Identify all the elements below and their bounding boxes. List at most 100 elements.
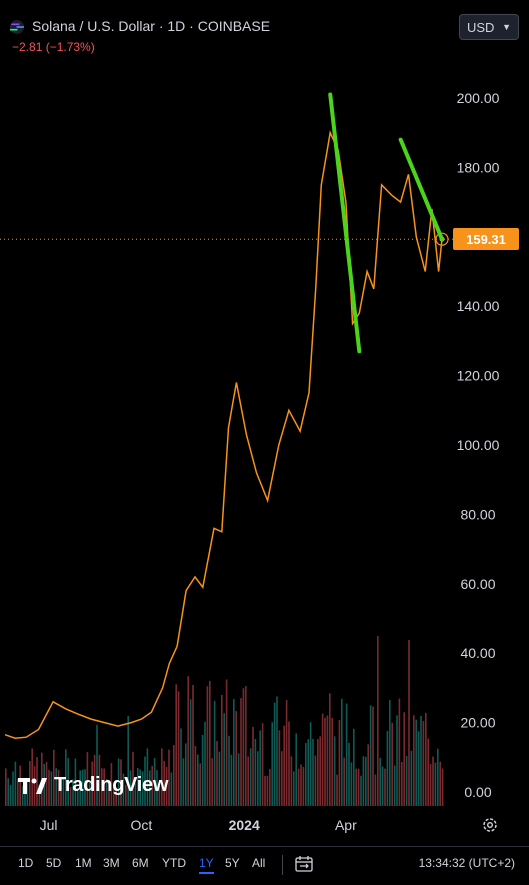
volume-bar <box>93 754 96 806</box>
volume-bar <box>218 751 221 806</box>
volume-bar <box>170 772 173 806</box>
volume-bar <box>197 754 199 806</box>
volume-bar <box>336 774 338 806</box>
volume-bar <box>420 715 422 806</box>
volume-bar <box>312 738 314 806</box>
volume-bar <box>36 757 38 806</box>
volume-bar <box>254 738 257 806</box>
currency-dropdown[interactable]: USD ▼ <box>459 14 519 40</box>
range-button-1y[interactable]: 1Y <box>199 856 214 874</box>
volume-bar <box>353 728 355 806</box>
volume-bar <box>357 768 360 806</box>
volume-bar <box>355 768 357 806</box>
volume-bar <box>137 768 139 806</box>
volume-bar <box>129 770 132 806</box>
date-range-icon[interactable] <box>294 855 314 873</box>
symbol-title[interactable]: Solana / U.S. Dollar · 1D · COINBASE <box>32 18 271 34</box>
volume-bar <box>369 705 372 806</box>
volume-bar <box>151 765 153 806</box>
volume-bar <box>281 751 283 806</box>
volume-bar <box>338 719 341 806</box>
volume-bar <box>211 758 213 806</box>
volume-bar <box>117 758 120 806</box>
volume-bar <box>297 768 300 806</box>
volume-bar <box>5 768 7 806</box>
volume-bar <box>213 700 216 806</box>
range-button-5d[interactable]: 5D <box>46 856 62 870</box>
volume-bar <box>432 756 434 806</box>
volume-bar <box>74 758 77 806</box>
volume-bar <box>153 757 156 806</box>
volume-bar <box>333 736 336 806</box>
volume-bar <box>33 766 36 806</box>
volume-bar <box>381 766 384 806</box>
range-button-ytd[interactable]: YTD <box>162 856 186 870</box>
volume-bar <box>180 728 182 806</box>
range-button-all[interactable]: All <box>252 856 266 870</box>
volume-bar <box>45 761 48 806</box>
volume-bar <box>182 758 185 806</box>
volume-bar <box>38 784 41 806</box>
timezone-clock[interactable]: 13:34:32 (UTC+2) <box>418 856 515 870</box>
volume-bar <box>132 751 134 806</box>
volume-bar <box>165 766 168 806</box>
volume-bar <box>345 703 348 806</box>
volume-bar <box>29 761 31 806</box>
y-tick-label: 60.00 <box>460 576 495 592</box>
volume-bar <box>204 721 206 806</box>
trend-line-drawing[interactable] <box>398 137 444 242</box>
y-tick-label: 140.00 <box>457 298 500 314</box>
y-tick-label: 20.00 <box>460 715 495 731</box>
volume-bar <box>240 698 242 806</box>
volume-bar <box>161 748 163 806</box>
volume-bar <box>441 768 444 806</box>
volume-bar <box>257 751 259 806</box>
volume-bar <box>237 753 240 806</box>
volume-bar <box>120 759 122 806</box>
volume-bar <box>365 756 367 806</box>
volume-bar <box>245 686 247 806</box>
range-button-3m[interactable]: 3M <box>103 856 120 870</box>
volume-bar <box>185 743 187 806</box>
volume-bar <box>417 731 420 806</box>
volume-bar <box>405 756 408 806</box>
range-button-1m[interactable]: 1M <box>75 856 92 870</box>
last-point-marker <box>435 232 449 246</box>
volume-bar <box>439 761 441 806</box>
y-tick-label: 180.00 <box>457 159 500 175</box>
volume-bar <box>235 711 237 806</box>
volume-bar <box>53 749 55 806</box>
gear-icon[interactable] <box>481 816 499 834</box>
volume-bar <box>57 769 60 806</box>
volume-bar <box>105 778 108 806</box>
trend-line-drawing[interactable] <box>328 92 362 354</box>
volume-bar <box>393 765 396 806</box>
range-button-6m[interactable]: 6M <box>132 856 149 870</box>
volume-bar <box>307 739 309 806</box>
volume-bar <box>290 756 293 806</box>
volume-bar <box>96 724 98 806</box>
volume-bar <box>422 721 425 806</box>
volume-bar <box>26 780 29 806</box>
volume-bar <box>125 784 127 806</box>
toolbar-divider <box>282 855 283 875</box>
volume-bar <box>108 782 110 806</box>
range-button-5y[interactable]: 5Y <box>225 856 240 870</box>
volume-bar <box>264 775 266 806</box>
solana-logo-icon <box>10 20 24 34</box>
volume-bar <box>429 764 432 806</box>
volume-bar <box>389 700 391 806</box>
volume-bar <box>194 745 197 806</box>
watermark-text: TradingView <box>54 774 169 796</box>
volume-bar <box>187 676 189 806</box>
volume-bar <box>163 760 165 806</box>
range-button-1d[interactable]: 1D <box>18 856 34 870</box>
volume-bar <box>360 775 362 806</box>
volume-bar <box>362 756 365 806</box>
volume-bar <box>233 699 235 806</box>
volume-bar <box>259 730 261 806</box>
volume-bar <box>7 778 9 806</box>
volume-bar <box>329 693 331 806</box>
volume-bar <box>437 748 439 806</box>
